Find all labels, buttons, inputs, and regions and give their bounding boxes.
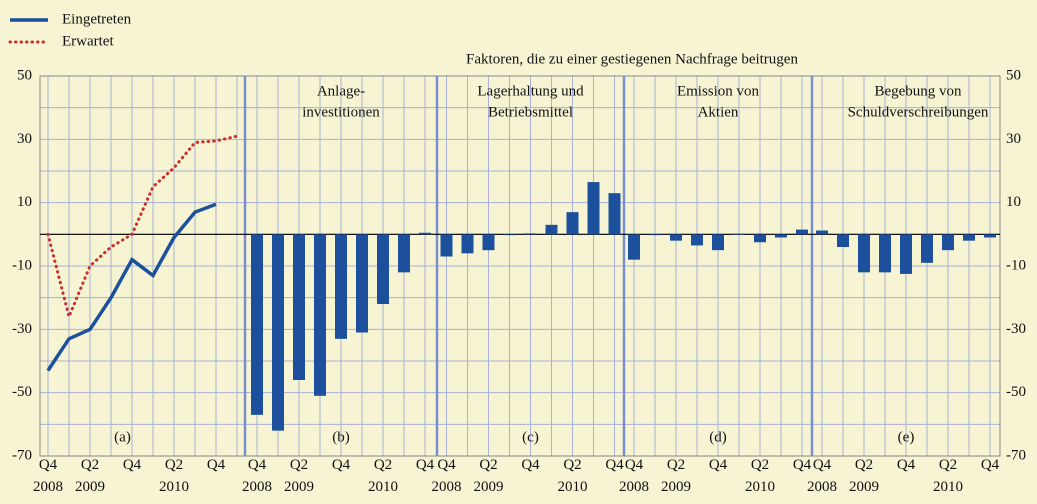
- x-tick-label: Q4: [123, 457, 142, 473]
- bar: [314, 234, 326, 396]
- bar: [272, 234, 284, 431]
- bar: [419, 232, 431, 235]
- x-tick-label: Q4: [981, 457, 1000, 473]
- y-tick-label: -10: [12, 257, 32, 273]
- x-tick-label: Q4 2008: [242, 457, 272, 495]
- x-tick-label: Q4 2008: [619, 457, 649, 495]
- bar: [691, 234, 703, 246]
- panel-label: (c): [522, 429, 539, 445]
- bar: [984, 234, 996, 238]
- bar: [858, 234, 870, 273]
- bar: [712, 234, 724, 251]
- panel-label: (a): [114, 429, 131, 445]
- bar: [398, 234, 410, 273]
- plot-frame: [39, 75, 1001, 457]
- bar: [649, 234, 661, 236]
- x-tick-label: Q4: [709, 457, 728, 473]
- y2-tick-label: -70: [1006, 447, 1026, 463]
- bar: [566, 212, 579, 235]
- chart-title: Faktoren, die zu einer gestiegenen Nachf…: [466, 51, 798, 67]
- x-tick-label: Q4: [605, 457, 624, 473]
- x-tick-label: Q4 2008: [432, 457, 462, 495]
- x-tick-label: Q2 2009: [474, 457, 504, 495]
- x-tick-label: Q2 2010: [933, 457, 963, 495]
- panel-title: Betriebsmittel: [488, 104, 573, 120]
- y2-tick-label: 10: [1006, 194, 1021, 210]
- bar: [251, 234, 263, 415]
- x-tick-label: Q2 2010: [745, 457, 775, 495]
- bar: [942, 234, 954, 251]
- panel-title: Emission von: [677, 83, 760, 99]
- legend-label: Eingetreten: [62, 11, 132, 27]
- x-tick-label: Q2 2010: [159, 457, 189, 495]
- bar: [628, 234, 640, 260]
- bar: [356, 234, 368, 333]
- bar: [482, 234, 495, 251]
- bar: [608, 193, 621, 235]
- x-tick-label: Q4 2008: [807, 457, 837, 495]
- bar: [335, 234, 347, 339]
- bar: [545, 224, 558, 235]
- line-series: [46, 134, 239, 322]
- y-tick-label: 10: [17, 194, 32, 210]
- x-tick-label: Q4: [332, 457, 351, 473]
- y2-tick-label: 50: [1006, 67, 1021, 83]
- y2-tick-label: -30: [1006, 321, 1026, 337]
- panel-title: Begebung von: [874, 83, 962, 99]
- panel-title: Lagerhaltung und: [477, 83, 584, 99]
- bar: [503, 234, 516, 236]
- x-tick-label: Q2 2009: [284, 457, 314, 495]
- bar: [900, 234, 912, 274]
- x-tick-label: Q4: [416, 457, 435, 473]
- bar: [377, 234, 389, 304]
- panel-title: investitionen: [302, 104, 380, 120]
- x-tick-label: Q4: [207, 457, 226, 473]
- y-tick-label: -30: [12, 321, 32, 337]
- y-tick-label: 50: [17, 67, 32, 83]
- y2-tick-label: -10: [1006, 257, 1026, 273]
- bar: [754, 234, 766, 243]
- x-tick-label: Q2 2009: [661, 457, 691, 495]
- y-tick-label: 30: [17, 131, 32, 147]
- panel-title: Aktien: [698, 104, 739, 120]
- y-tick-label: -50: [12, 384, 32, 400]
- bar: [293, 234, 305, 380]
- bar: [837, 234, 849, 247]
- bar: [524, 233, 537, 235]
- panel-title: Schuldverschreibungen: [848, 104, 989, 120]
- x-tick-label: Q2 2009: [849, 457, 879, 495]
- y2-tick-label: 30: [1006, 131, 1021, 147]
- bar: [461, 234, 474, 254]
- bar: [440, 234, 453, 257]
- x-tick-label: Q2 2009: [75, 457, 105, 495]
- bar: [879, 234, 891, 273]
- y2-tick-label: -50: [1006, 384, 1026, 400]
- bar: [921, 234, 933, 263]
- bar: [816, 230, 828, 235]
- bar: [670, 234, 682, 241]
- bar: [775, 234, 787, 238]
- line-series: [46, 202, 217, 372]
- bar: [963, 234, 975, 241]
- panel-label: (d): [709, 429, 727, 445]
- x-tick-label: Q4: [897, 457, 916, 473]
- panel-title: Anlage-: [317, 83, 365, 99]
- x-tick-label: Q2 2010: [558, 457, 588, 495]
- legend-label: Erwartet: [62, 33, 114, 49]
- bar: [796, 229, 808, 235]
- x-tick-label: Q4: [793, 457, 812, 473]
- bar: [587, 182, 600, 235]
- bar: [733, 233, 745, 235]
- y-tick-label: -70: [12, 447, 32, 463]
- grid: [40, 75, 1000, 457]
- x-tick-label: Q2 2010: [368, 457, 398, 495]
- panel-label: (e): [898, 429, 915, 445]
- x-tick-label: Q4 2008: [33, 457, 63, 495]
- panel-label: (b): [332, 429, 350, 445]
- marks: [46, 134, 996, 431]
- x-tick-label: Q4: [521, 457, 540, 473]
